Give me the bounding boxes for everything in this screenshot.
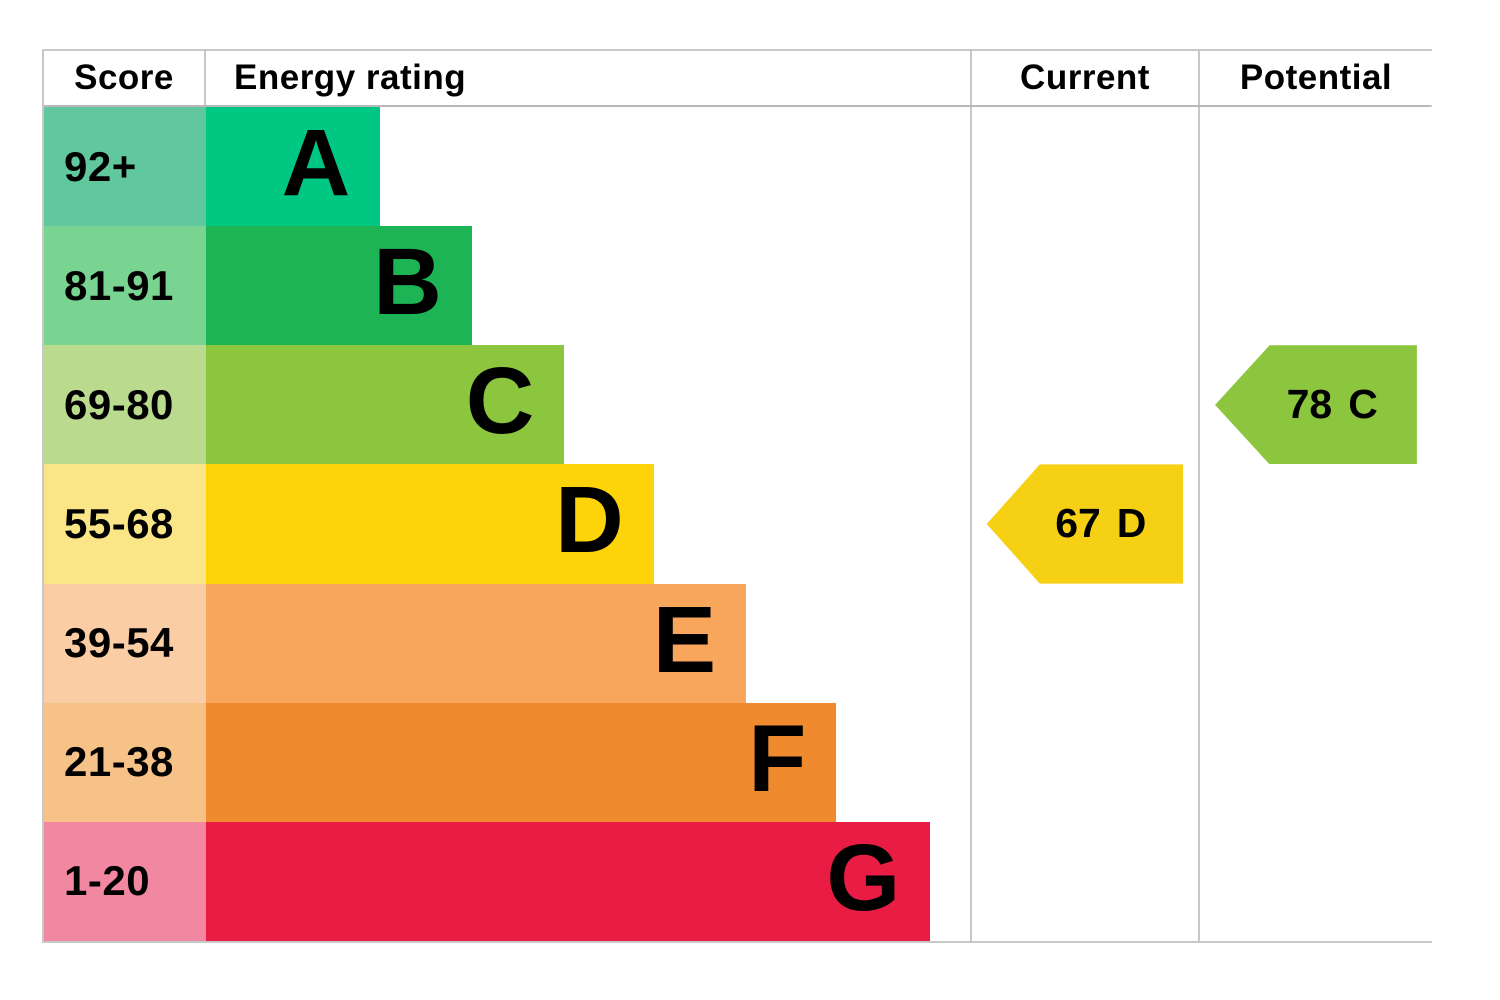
score-range-b: 81-91 — [44, 226, 206, 346]
band-row-g: 1-20 G — [44, 821, 1432, 941]
score-range-label: 92+ — [64, 142, 137, 190]
band-row-d: 55-68 D 67 D — [44, 464, 1432, 584]
score-range-d: 55-68 — [44, 464, 206, 584]
band-letter: F — [748, 705, 807, 812]
current-cell — [970, 345, 1198, 465]
current-cell: 67 D — [970, 464, 1198, 584]
current-cell — [970, 702, 1198, 822]
bar-area-b: B — [206, 226, 970, 346]
band-letter: C — [465, 348, 535, 455]
band-bar-f: F — [206, 702, 837, 822]
current-cell — [970, 583, 1198, 703]
current-cell — [970, 226, 1198, 346]
score-range-label: 81-91 — [64, 261, 174, 309]
header-row: Score Energy rating Current Potential — [44, 51, 1432, 107]
band-letter: B — [373, 229, 442, 336]
current-cell — [970, 107, 1198, 227]
score-range-c: 69-80 — [44, 345, 206, 465]
potential-cell — [1198, 702, 1432, 822]
potential-column-header: Potential — [1198, 51, 1432, 105]
score-range-label: 39-54 — [64, 619, 174, 667]
score-column-header: Score — [44, 51, 206, 105]
score-range-label: 55-68 — [64, 499, 174, 547]
current-rating-arrow: 67 D — [986, 464, 1184, 584]
band-row-e: 39-54 E — [44, 583, 1432, 703]
potential-cell — [1198, 821, 1432, 941]
energy-rating-column-header: Energy rating — [206, 51, 970, 105]
potential-cell — [1198, 583, 1432, 703]
band-row-f: 21-38 F — [44, 702, 1432, 822]
epc-table: Score Energy rating Current Potential 92… — [42, 49, 1432, 943]
bar-area-a: A — [206, 107, 970, 227]
bar-area-d: D — [206, 464, 970, 584]
band-bar-a: A — [206, 107, 381, 227]
bar-area-e: E — [206, 583, 970, 703]
potential-cell — [1198, 464, 1432, 584]
potential-rating-value: 78 C — [1286, 381, 1378, 428]
band-bar-b: B — [206, 226, 472, 346]
potential-rating-arrow: 78 C — [1215, 345, 1417, 465]
band-bar-c: C — [206, 345, 565, 465]
band-letter: D — [555, 467, 624, 574]
score-range-f: 21-38 — [44, 702, 206, 822]
score-range-e: 39-54 — [44, 583, 206, 703]
band-row-a: 92+ A — [44, 107, 1432, 227]
band-letter: G — [826, 824, 901, 931]
potential-cell: 78 C — [1198, 345, 1432, 465]
score-range-g: 1-20 — [44, 821, 206, 941]
score-range-label: 69-80 — [64, 380, 174, 428]
band-row-c: 69-80 C 78 C — [44, 345, 1432, 465]
band-row-b: 81-91 B — [44, 226, 1432, 346]
potential-cell — [1198, 107, 1432, 227]
band-bar-e: E — [206, 583, 747, 703]
score-range-label: 21-38 — [64, 738, 174, 786]
current-cell — [970, 821, 1198, 941]
score-range-a: 92+ — [44, 107, 206, 227]
band-bar-g: G — [206, 821, 931, 941]
band-bar-d: D — [206, 464, 654, 584]
current-column-header: Current — [970, 51, 1198, 105]
band-letter: A — [281, 110, 351, 217]
bar-area-c: C — [206, 345, 970, 465]
band-letter: E — [652, 586, 717, 693]
bar-area-f: F — [206, 702, 970, 822]
bar-area-g: G — [206, 821, 970, 941]
potential-cell — [1198, 226, 1432, 346]
score-range-label: 1-20 — [64, 857, 151, 905]
current-rating-value: 67 D — [1055, 500, 1147, 547]
